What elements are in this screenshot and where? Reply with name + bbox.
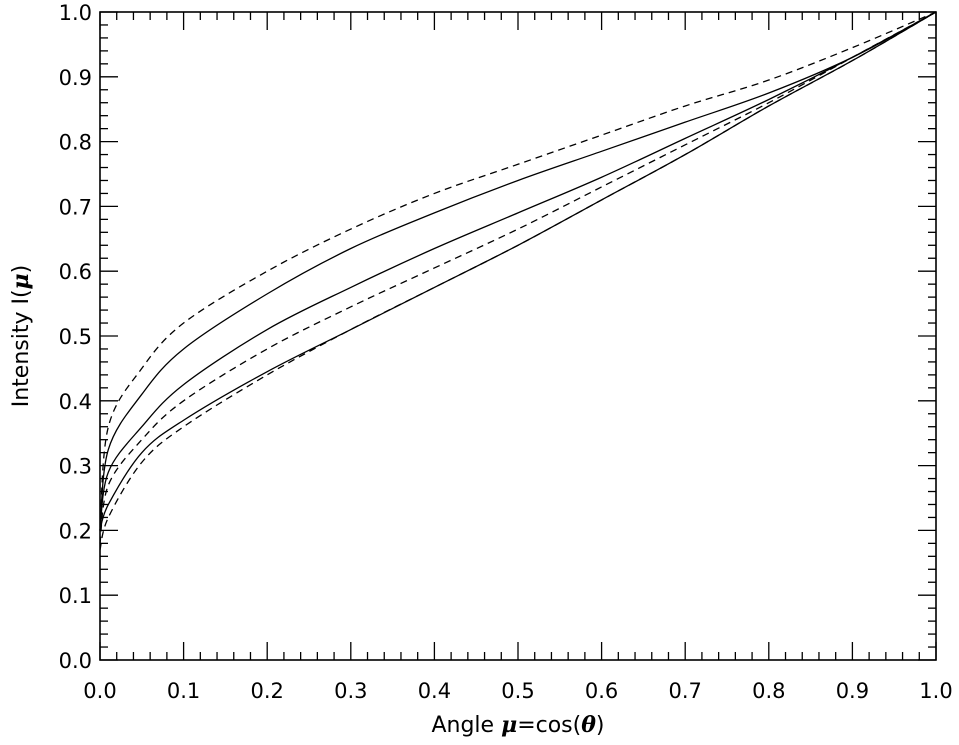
x-tick-label: 0.1 (167, 679, 200, 703)
y-tick-label: 0.1 (59, 584, 92, 608)
tick-layer (99, 11, 937, 661)
y-tick-label: 0.3 (59, 455, 92, 479)
series-line-5-solid (99, 11, 937, 531)
y-tick-label: 0.7 (59, 195, 92, 219)
x-tick-label: 0.7 (668, 679, 701, 703)
y-tick-label: 0.4 (59, 390, 92, 414)
y-tick-label: 1.0 (59, 1, 92, 25)
tick-label-layer: 0.0 0.1 0.2 0.3 0.4 0.5 0.6 0.7 0.8 0.9 1.0 0.0 0.1 0… (59, 1, 953, 703)
y-tick-label: 0.2 (59, 519, 92, 543)
x-tick-label: 1.0 (919, 679, 952, 703)
x-tick-label: 0.5 (501, 679, 534, 703)
y-tick-label: 0.8 (59, 131, 92, 155)
x-tick-label: 0.2 (250, 679, 283, 703)
x-tick-label: 0.3 (334, 679, 367, 703)
x-tick-label: 0.9 (836, 679, 869, 703)
series-line-1-dashed (99, 11, 937, 531)
series-line-3-solid (99, 11, 937, 531)
x-tick-label: 0.6 (585, 679, 618, 703)
series-line-2-solid (99, 11, 937, 531)
x-tick-label: 0.8 (752, 679, 785, 703)
series-line-6-dashed (99, 11, 937, 551)
x-tick-label: 0.0 (83, 679, 116, 703)
series-line-4-dashed (99, 11, 937, 544)
plot-frame (99, 11, 937, 661)
y-tick-label: 0.5 (59, 325, 92, 349)
y-tick-label: 0.6 (59, 260, 92, 284)
y-tick-label: 0.9 (59, 66, 92, 90)
x-axis-label: Angle μ=cos(θ) (431, 712, 604, 738)
y-axis-label: Intensity I(μ) (8, 265, 34, 408)
y-tick-label: 0.0 (59, 649, 92, 673)
x-tick-label: 0.4 (418, 679, 451, 703)
series-layer (99, 11, 937, 551)
